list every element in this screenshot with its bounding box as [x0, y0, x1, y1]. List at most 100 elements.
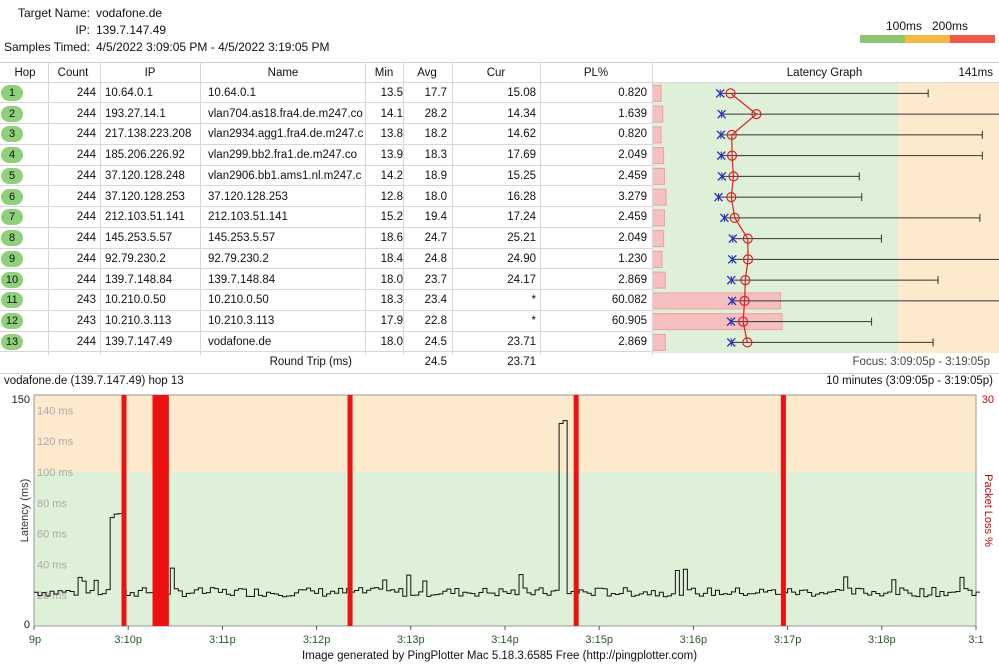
- col-pl: 2.049: [618, 232, 647, 244]
- chart-title: vodafone.de (139.7.147.49) hop 13: [4, 375, 184, 387]
- table-row[interactable]: 2 244 193.27.14.1 vlan704.as18.fra4.de.m247…: [0, 104, 999, 125]
- column-header-ip[interactable]: IP: [144, 67, 156, 79]
- table-row[interactable]: 3 244 217.138.223.208 vlan2934.agg1.fra4.de…: [0, 124, 999, 145]
- col-ip: 212.103.51.141: [105, 211, 185, 224]
- column-divider: [403, 62, 404, 355]
- column-header-name[interactable]: Name: [267, 67, 299, 79]
- col-ip: 10.210.0.50: [105, 294, 166, 307]
- y-grid-label: 60 ms: [37, 529, 67, 541]
- column-header-cur[interactable]: Cur: [486, 67, 506, 79]
- y-axis-max-label: 150: [12, 394, 30, 406]
- col-cur: 23.71: [507, 335, 536, 348]
- ip-label: IP:: [75, 23, 90, 37]
- x-tick-label: 3:15p: [585, 634, 613, 646]
- table-row[interactable]: 11 243 10.210.0.50 10.210.0.50 18.3 23.4 * 60.0…: [0, 290, 999, 311]
- col-pl: 2.869: [618, 335, 647, 348]
- x-tick-label: 3:16p: [680, 634, 708, 646]
- col-count: 244: [76, 128, 96, 141]
- col-ip: 145.253.5.57: [105, 232, 173, 244]
- col-name: 10.210.0.50: [208, 294, 269, 307]
- legend-green-bar: [860, 35, 905, 43]
- table-row[interactable]: 10 244 139.7.148.84 139.7.148.84 18.0 23.7 24.…: [0, 270, 999, 291]
- column-header-latency-graph[interactable]: Latency Graph: [786, 67, 863, 79]
- column-divider: [200, 62, 201, 355]
- target-name-label: Target Name:: [17, 6, 90, 20]
- table-row[interactable]: 5 244 37.120.128.248 vlan2906.bb1.ams1.nl.m…: [0, 166, 999, 187]
- packet-loss-bar: [652, 250, 663, 268]
- table-row[interactable]: 4 244 185.206.226.92 vlan299.bb2.fra1.de.m2…: [0, 145, 999, 166]
- column-header-min[interactable]: Min: [374, 67, 394, 79]
- table-header-row: Hop Count IP Name Min Avg Cur PL% Latency Graph 1…: [0, 62, 999, 83]
- y-axis-title: Latency (ms): [19, 479, 31, 543]
- hop-badge: 3: [1, 126, 23, 143]
- round-trip-row: Round Trip (ms) 24.5 23.71 Focus: 3:09:0…: [0, 352, 999, 374]
- hop-badge: 8: [1, 230, 23, 246]
- col-cur: 25.21: [507, 232, 536, 244]
- latency-series-line: [34, 420, 981, 598]
- col-pl: 60.905: [611, 315, 647, 327]
- col-cur: *: [531, 315, 536, 327]
- y2-axis-title: Packet Loss %: [982, 474, 994, 547]
- col-count: 243: [76, 294, 96, 307]
- y-grid-label: 120 ms: [37, 436, 74, 448]
- col-count: 244: [76, 107, 96, 120]
- column-header-avg[interactable]: Avg: [417, 67, 437, 79]
- packet-loss-bar: [652, 167, 665, 185]
- x-tick-label: 9p: [29, 634, 41, 646]
- table-row[interactable]: 1 244 10.64.0.1 10.64.0.1 13.5 17.7 15.08 0.820: [0, 83, 999, 104]
- col-pl: 3.279: [618, 190, 647, 203]
- col-avg: 28.2: [424, 107, 447, 120]
- y-grid-label: 100 ms: [37, 467, 74, 479]
- col-count: 244: [76, 211, 96, 224]
- table-row[interactable]: 8 244 145.253.5.57 145.253.5.57 18.6 24.7 25.2…: [0, 228, 999, 249]
- x-tick-label: 3:1: [968, 634, 983, 646]
- column-header-count[interactable]: Count: [57, 67, 89, 79]
- col-min: 18.3: [380, 294, 403, 307]
- x-tick-label: 3:18p: [868, 634, 896, 646]
- col-cur: *: [531, 294, 536, 307]
- col-pl: 2.459: [618, 169, 647, 182]
- col-count: 244: [76, 232, 96, 244]
- avg-line: [730, 92, 758, 343]
- table-row[interactable]: 9 244 92.79.230.2 92.79.230.2 18.4 24.8 24.90 1…: [0, 249, 999, 270]
- column-header-pl-[interactable]: PL%: [583, 67, 609, 79]
- avg-marker: [738, 316, 749, 327]
- hop-badge: 1: [1, 84, 23, 101]
- col-min: 13.8: [380, 128, 403, 141]
- col-name: 92.79.230.2: [208, 252, 269, 265]
- col-min: 18.0: [380, 273, 403, 286]
- column-header-141ms[interactable]: 141ms: [958, 67, 993, 79]
- y-grid-label: 140 ms: [37, 405, 74, 417]
- col-ip: 37.120.128.248: [105, 169, 185, 182]
- min-marker: [719, 213, 729, 223]
- col-avg: 23.4: [424, 294, 447, 307]
- avg-marker: [729, 212, 740, 223]
- col-cur: 24.90: [507, 252, 536, 265]
- column-divider: [652, 62, 653, 355]
- col-min: 13.5: [380, 86, 403, 99]
- table-row[interactable]: 12 243 10.210.3.113 10.210.3.113 17.9 22.8 * 60…: [0, 311, 999, 332]
- table-row[interactable]: 6 244 37.120.128.253 37.120.128.253 12.8 18.0…: [0, 187, 999, 208]
- col-pl: 0.820: [618, 86, 647, 99]
- packet-loss-bar: [652, 333, 666, 351]
- hop-badge: 13: [1, 333, 23, 350]
- col-cur: 17.24: [507, 211, 536, 224]
- samples-label: Samples Timed:: [3, 40, 90, 54]
- col-count: 244: [76, 335, 96, 348]
- col-ip: 10.210.3.113: [105, 315, 172, 327]
- col-name: 212.103.51.141: [208, 211, 288, 224]
- col-count: 244: [76, 190, 96, 203]
- packet-loss-marker: [121, 395, 127, 626]
- round-trip-cur: 23.71: [507, 356, 536, 368]
- col-ip: 10.64.0.1: [105, 86, 153, 99]
- col-min: 15.2: [380, 211, 403, 224]
- avg-marker: [726, 150, 738, 161]
- chart-band-0: [34, 395, 976, 472]
- column-header-hop[interactable]: Hop: [14, 67, 36, 79]
- y-axis-min-label: 0: [24, 619, 30, 631]
- table-row[interactable]: 7 244 212.103.51.141 212.103.51.141 15.2 19.4…: [0, 207, 999, 228]
- min-marker: [716, 130, 726, 140]
- table-row[interactable]: 13 244 139.7.147.49 vodafone.de 18.0 24.5 23.7…: [0, 332, 999, 353]
- x-tick-label: 3:13p: [397, 634, 425, 646]
- hop-badge: 4: [1, 147, 23, 163]
